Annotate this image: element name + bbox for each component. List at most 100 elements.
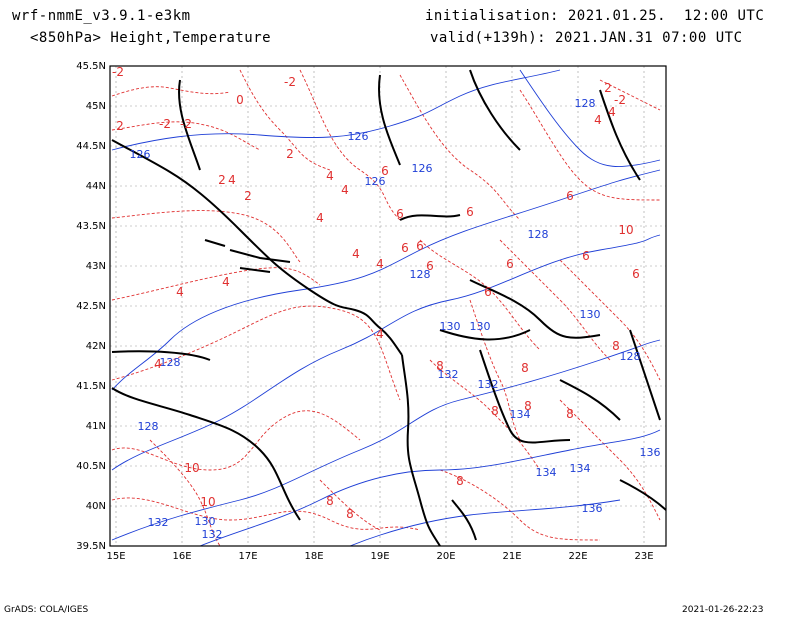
lon-tick-label: 17E (238, 551, 257, 562)
lat-tick-label: 45.5N (76, 61, 106, 72)
height-contour-label: 134 (510, 408, 531, 421)
temperature-contour-label: 8 (456, 474, 464, 488)
lat-tick-label: 40N (86, 501, 106, 512)
height-contour-label: 128 (528, 228, 549, 241)
temperature-contour-label: 4 (316, 211, 324, 225)
temperature-contour-label: 6 (484, 285, 492, 299)
height-contour-label: 126 (412, 162, 433, 175)
height-contour-label: 134 (536, 466, 557, 479)
height-contour-label: 136 (582, 502, 603, 515)
coastlines-borders (111, 69, 666, 546)
height-contour-label: 128 (138, 420, 159, 433)
temperature-contour-label: 6 (582, 249, 590, 263)
temperature-contour-label: 6 (426, 259, 434, 273)
lon-tick-label: 20E (436, 551, 455, 562)
temperature-contour-label: 4 (176, 285, 184, 299)
lon-tick-label: 23E (634, 551, 653, 562)
temperature-contour-label: 8 (326, 494, 334, 508)
height-contour-label: 132 (202, 528, 223, 541)
height-contour-label: 130 (195, 515, 216, 528)
height-contour-label: 132 (438, 368, 459, 381)
temperature-contour-label: 0 (236, 93, 244, 107)
temperature-contour-label: 6 (416, 239, 424, 253)
temperature-contour-label: 2 (244, 189, 252, 203)
axis-tick-labels: 45.5N 45N 44.5N 44N 43.5N 43N 42.5N 42N 41.5N 41N… (76, 61, 653, 562)
temperature-contour-label: -2 (159, 117, 171, 131)
height-contour-label: 132 (148, 516, 169, 529)
height-contour-label: 130 (440, 320, 461, 333)
temperature-contour-label: 6 (632, 267, 640, 281)
lat-tick-label: 42N (86, 341, 106, 352)
temperature-contour-label: 4 (608, 105, 616, 119)
lat-tick-label: 40.5N (76, 461, 106, 472)
height-contour-label: 134 (570, 462, 591, 475)
lat-tick-label: 43N (86, 261, 106, 272)
temperature-contour-label: 6 (506, 257, 514, 271)
temperature-contour-label: 8 (491, 404, 499, 418)
height-contour-label: 128 (410, 268, 431, 281)
height-contour-label: 128 (160, 356, 181, 369)
height-contour-label: 128 (620, 350, 641, 363)
temperature-contour-label: 2 (218, 173, 226, 187)
lat-tick-label: 43.5N (76, 221, 106, 232)
temperature-contour-label: 4 (594, 113, 602, 127)
temperature-contour-label: 8 (436, 359, 444, 373)
temperature-contour-label: 4 (228, 173, 236, 187)
level-fields-title: <850hPa> Height,Temperature (30, 30, 272, 46)
lon-tick-label: 22E (568, 551, 587, 562)
lon-tick-label: 15E (106, 551, 125, 562)
timestamp-text: 2021-01-26-22:23 (682, 605, 764, 615)
temperature-contour-label: 2 (604, 81, 612, 95)
temperature-contour-label: 10 (184, 461, 199, 475)
valid-time-text: valid(+139h): 2021.JAN.31 07:00 UTC (430, 30, 743, 46)
lat-tick-label: 42.5N (76, 301, 106, 312)
temperature-contour-label: 2 (116, 119, 124, 133)
lat-tick-label: 41.5N (76, 381, 106, 392)
temperature-contour-label: 4 (376, 257, 384, 271)
temperature-contour-label: -2 (112, 65, 124, 79)
temperature-contour-label: 8 (566, 407, 574, 421)
temperature-contour-label: 6 (396, 207, 404, 221)
temperature-contour-label: 4 (376, 327, 384, 341)
temperature-contour-label: 10 (618, 223, 633, 237)
temperature-contour-label: 8 (524, 399, 532, 413)
temperature-contour-label: -2 (614, 93, 626, 107)
temperature-contour-label: 6 (401, 241, 409, 255)
temperature-contour-label: 4 (154, 357, 162, 371)
height-contour-label: 136 (640, 446, 661, 459)
map-frame (109, 65, 667, 547)
lat-tick-label: 39.5N (76, 541, 106, 552)
lat-tick-label: 44.5N (76, 141, 106, 152)
height-contour-label: 126 (348, 130, 369, 143)
temperature-contour-label: -2 (284, 75, 296, 89)
temperature-contour-label: 4 (326, 169, 334, 183)
lon-tick-label: 16E (172, 551, 191, 562)
temperature-contour-label: 6 (566, 189, 574, 203)
height-contour-label: 126 (365, 175, 386, 188)
lon-tick-label: 19E (370, 551, 389, 562)
temperature-contour-label: 6 (466, 205, 474, 219)
height-contour-label: 126 (130, 148, 151, 161)
temperature-contour-label: -2 (180, 117, 192, 131)
credit-text: GrADS: COLA/IGES (4, 605, 89, 615)
temperature-contour-label: 4 (341, 183, 349, 197)
model-title: wrf-nmmE_v3.9.1-e3km (12, 8, 191, 24)
lat-tick-label: 44N (86, 181, 106, 192)
temperature-contour-label: 2 (286, 147, 294, 161)
temperature-contour-label: 6 (381, 164, 389, 178)
temperature-contour-label: 10 (200, 495, 215, 509)
lon-tick-label: 21E (502, 551, 521, 562)
temperature-contour-label: 8 (346, 507, 354, 521)
temperature-contour-label: 4 (352, 247, 360, 261)
height-contour-label: 130 (470, 320, 491, 333)
temperature-contour-label: 8 (521, 361, 529, 375)
lat-tick-label: 41N (86, 421, 106, 432)
temperature-contour-label: 4 (222, 275, 230, 289)
lon-tick-label: 18E (304, 551, 323, 562)
lat-tick-label: 45N (86, 101, 106, 112)
initialisation-text: initialisation: 2021.01.25. 12:00 UTC (425, 8, 765, 24)
height-contour-label: 132 (478, 378, 499, 391)
